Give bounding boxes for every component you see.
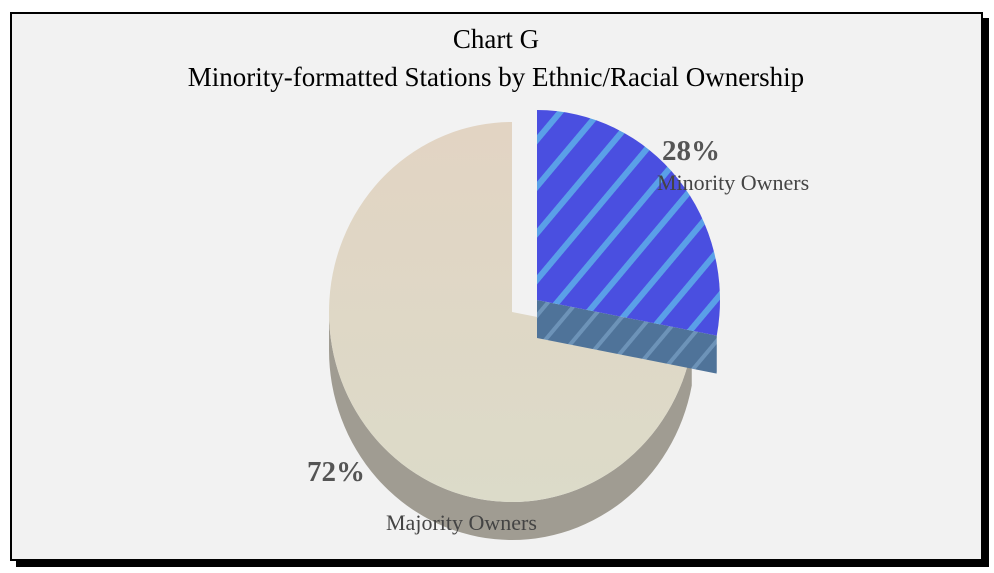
- minority-slice-side: [537, 300, 717, 374]
- majority-slice: [328, 122, 692, 503]
- chart-title: Chart G: [453, 24, 539, 54]
- minority-percent-label: 28%: [662, 135, 720, 167]
- majority-percent-label: 72%: [307, 456, 365, 488]
- pie-chart: Chart G Minority-formatted Stations by E…: [188, 24, 809, 540]
- minority-category-label: Minority Owners: [657, 170, 809, 195]
- chart-subtitle: Minority-formatted Stations by Ethnic/Ra…: [188, 62, 804, 92]
- slices-layer: [328, 110, 720, 540]
- chart-frame: Chart G Minority-formatted Stations by E…: [10, 12, 983, 561]
- minority-slice: [537, 110, 720, 336]
- majority-slice-side: [329, 312, 692, 540]
- majority-category-label: Majority Owners: [386, 510, 537, 535]
